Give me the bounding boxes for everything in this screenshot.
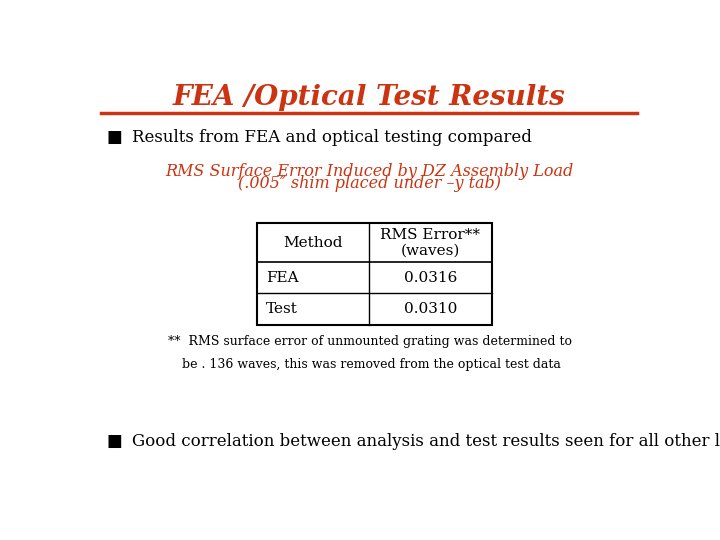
Text: ■: ■ [107,129,122,146]
Text: 0.0310: 0.0310 [404,302,457,316]
Text: (.005″ shim placed under –y tab): (.005″ shim placed under –y tab) [238,175,500,192]
Text: 0.0316: 0.0316 [404,271,457,285]
Text: FEA: FEA [266,271,298,285]
Text: Test: Test [266,302,297,316]
Text: FEA /Optical Test Results: FEA /Optical Test Results [173,84,565,111]
Text: (waves): (waves) [401,244,460,258]
Bar [258,223,492,325]
Text: be . 136 waves, this was removed from the optical test data: be . 136 waves, this was removed from th… [182,358,561,371]
Text: ■: ■ [107,433,122,450]
Text: Method: Method [284,235,343,249]
Text: RMS Surface Error Induced by DZ Assembly Load: RMS Surface Error Induced by DZ Assembly… [165,163,573,179]
Text: Good correlation between analysis and test results seen for all other load cases: Good correlation between analysis and te… [132,433,720,450]
Text: **  RMS surface error of unmounted grating was determined to: ** RMS surface error of unmounted gratin… [168,335,572,348]
Text: Results from FEA and optical testing compared: Results from FEA and optical testing com… [132,129,532,146]
Text: RMS Error**: RMS Error** [380,228,480,242]
